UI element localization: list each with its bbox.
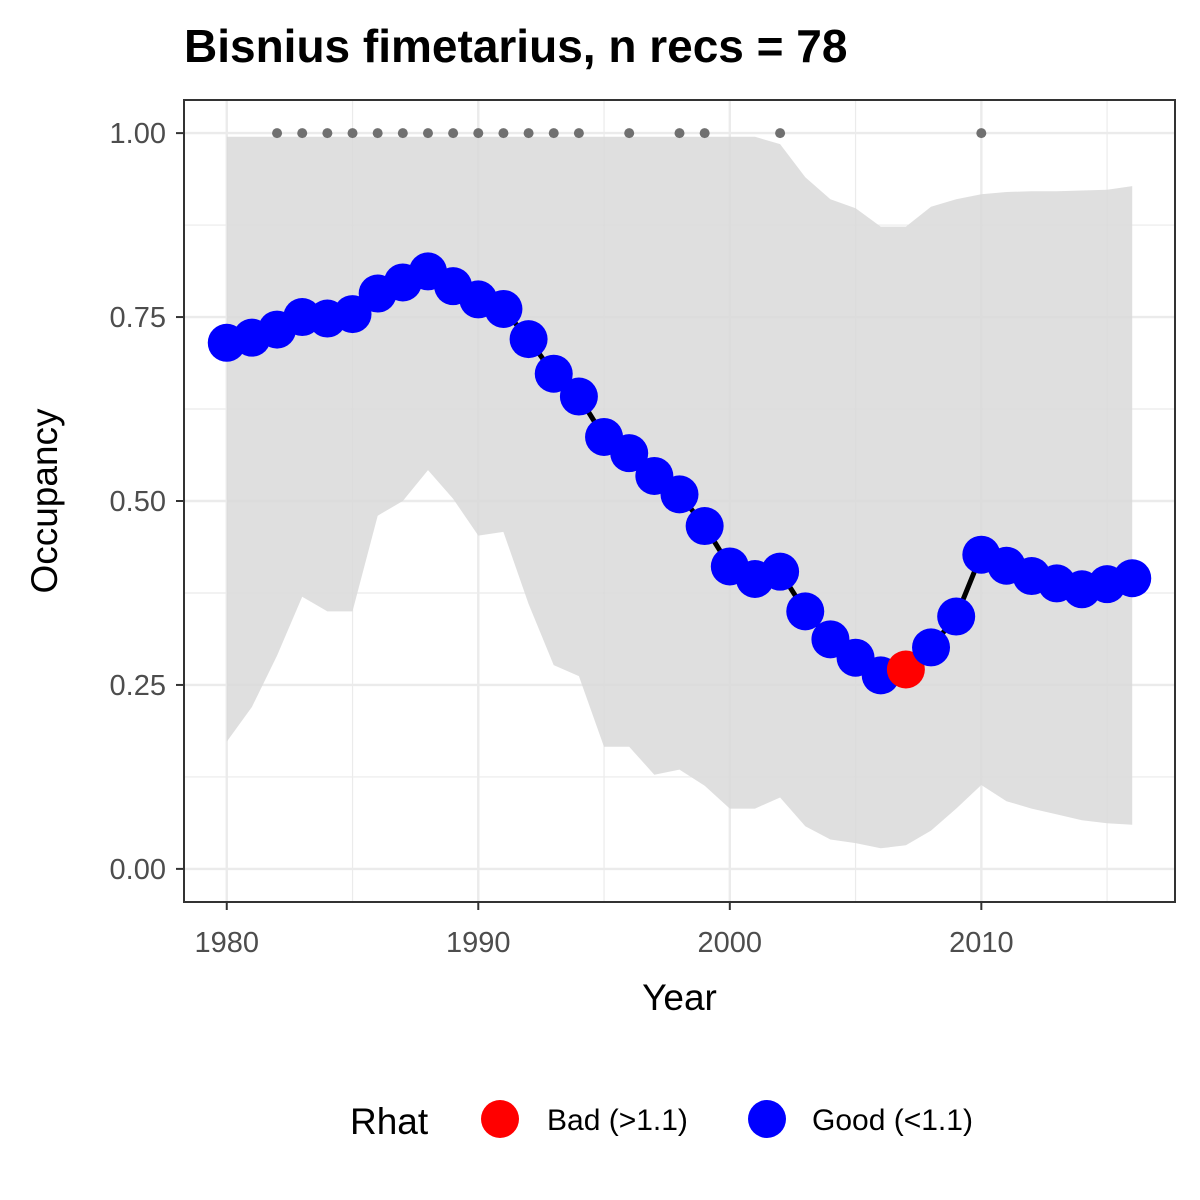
legend-key-bad [481, 1100, 519, 1138]
data-point-good [484, 289, 523, 328]
chart-title: Bisnius fimetarius, n recs = 78 [184, 20, 847, 72]
y-tick-label: 0.25 [110, 670, 166, 702]
data-point-good [559, 377, 598, 416]
record-dot [573, 128, 584, 139]
data-point-good [1113, 559, 1152, 598]
legend-title: Rhat [350, 1101, 429, 1142]
record-dot [674, 128, 685, 139]
record-dot [498, 128, 509, 139]
data-point-good [660, 475, 699, 514]
data-point-good [761, 552, 800, 591]
legend-label-good: Good (<1.1) [812, 1104, 973, 1137]
x-tick-label: 2010 [949, 927, 1014, 959]
record-dot [372, 128, 383, 139]
data-point-good [786, 592, 825, 631]
record-dot [473, 128, 484, 139]
record-dot [548, 128, 559, 139]
record-dot [448, 128, 459, 139]
record-dot [624, 128, 635, 139]
record-dot [397, 128, 408, 139]
record-dot [699, 128, 710, 139]
record-dot [322, 128, 333, 139]
y-tick-label: 0.50 [110, 486, 166, 518]
record-dot [775, 128, 786, 139]
record-dots [272, 128, 987, 139]
data-point-good [937, 597, 976, 636]
record-dot [347, 128, 358, 139]
y-tick-label: 0.75 [110, 302, 166, 334]
legend-label-bad: Bad (>1.1) [547, 1104, 688, 1137]
data-point-good [333, 295, 372, 334]
data-point-good [610, 434, 649, 473]
occupancy-points [207, 252, 1152, 695]
record-dot [422, 128, 433, 139]
y-axis: 0.00 0.25 0.50 0.75 1.00 [110, 118, 184, 886]
record-dot [976, 128, 987, 139]
x-axis: 1980 1990 2000 2010 [195, 902, 1014, 959]
legend-key-good [748, 1100, 786, 1138]
y-tick-label: 0.00 [110, 854, 166, 886]
record-dot [272, 128, 283, 139]
record-dot [523, 128, 534, 139]
y-axis-title: Occupancy [24, 408, 65, 594]
y-tick-label: 1.00 [110, 118, 166, 150]
legend: Rhat Bad (>1.1) Good (<1.1) [350, 1100, 973, 1142]
x-tick-label: 1990 [446, 927, 511, 959]
x-tick-label: 1980 [195, 927, 260, 959]
data-point-good [912, 628, 951, 667]
data-point-good [509, 320, 548, 359]
data-point-good [534, 354, 573, 393]
x-tick-label: 2000 [698, 927, 763, 959]
data-point-bad [886, 650, 925, 689]
x-axis-title: Year [642, 977, 717, 1018]
data-point-good [685, 507, 724, 546]
record-dot [297, 128, 308, 139]
